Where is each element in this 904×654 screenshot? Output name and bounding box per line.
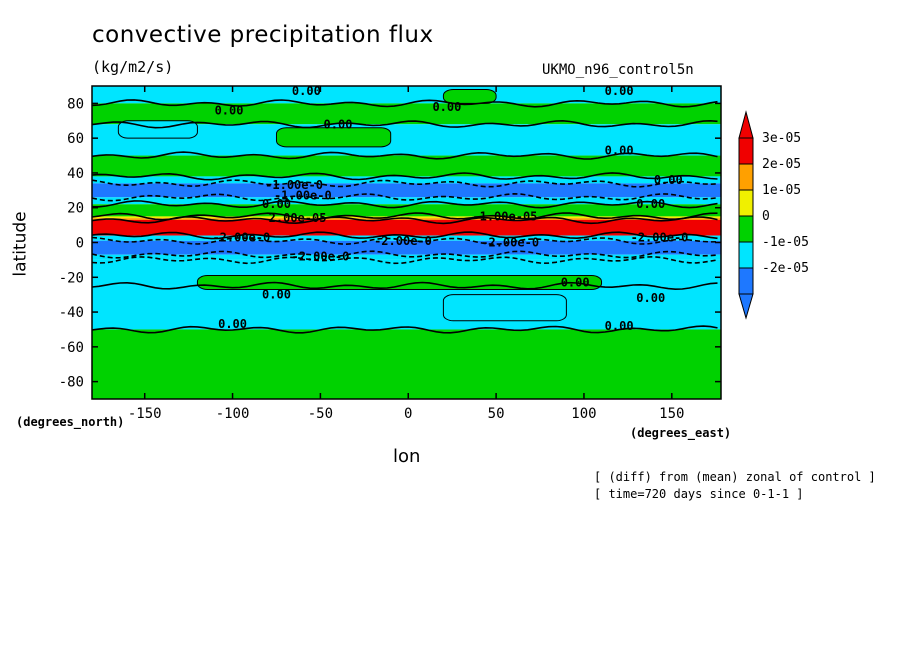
y-tick-label-3: -20 [59,270,84,286]
patch-1 [275,127,392,148]
x-tick-label-5: 100 [571,406,596,422]
y-tick-label-0: -80 [59,375,84,391]
x-axis-label: lon [393,446,421,467]
y-tick-label-8: 80 [67,96,84,112]
band-15 [92,285,721,330]
colorbar-label-3: 1e-05 [762,183,801,198]
contour-label-10: 0.00 [636,197,665,211]
contour-label-2: 0.00 [432,100,461,114]
y-units-label: (degrees_north) [16,415,125,429]
band-10 [92,219,721,236]
contour-line-7 [92,212,718,221]
contour-label-7: -1.00e-0 [265,178,323,192]
x-tick-label-0: -150 [128,406,162,422]
contour-line-12 [92,255,718,265]
plot-area: 0.000.00 0.000.000.000.000.00-1.00e-0-1.0… [92,84,721,399]
band-3 [92,155,721,177]
colorbar-label-2: 0 [762,209,770,224]
y-axis-label: latitude [10,211,31,277]
contour-line-8 [92,215,718,225]
x-tick-label-2: -50 [308,406,333,422]
band-0 [92,86,721,104]
band-11 [92,235,721,241]
patch-4 [442,294,567,322]
contour-label-12: 2.00e-05 [269,211,327,225]
contour-label-3: 0.00 [605,84,634,98]
x-tick-label-6: 150 [659,406,684,422]
contour-label-19: 0.00 [262,288,291,302]
contour-label-5: 0.00 [605,143,634,157]
colorbar-segment-0 [738,267,754,295]
band-16 [92,329,721,399]
y-tick-label-7: 60 [67,131,84,147]
colorbar-segment-5 [738,137,754,165]
band-9 [92,218,721,220]
axis-ticks: -150 -100 -50 0 50 100 150 -80 -60 -40 -20 0 20 40 60 8… [59,86,721,422]
band-6 [92,197,721,205]
x-units-label: (degrees_east) [630,426,732,440]
chart-title: convective precipitation flux [92,22,434,48]
x-tick-label-4: 50 [488,406,505,422]
y-tick-label-1: -60 [59,340,84,356]
contour-label-21: 0.00 [218,317,247,331]
colorbar-label-4: 2e-05 [762,157,801,172]
run-label: UKMO_n96_control5n [542,62,694,78]
band-12 [92,240,721,255]
band-13 [92,254,721,260]
y-tick-label-2: -40 [59,305,84,321]
contour-label-22: 0.00 [605,319,634,333]
colorbar-label-0: -2e-05 [762,261,809,276]
colorbar-segment-1 [738,241,754,269]
band-4 [92,176,721,184]
contour-label-15: -2.00e-0 [481,236,539,250]
colorbar-label-1: -1e-05 [762,235,809,250]
colorbar-segment-2 [738,215,754,243]
contour-label-9: 0.00 [262,197,291,211]
contour-line-11 [92,250,718,259]
contour-label-6: 0.00 [654,173,683,187]
note-line-2: [ time=720 days since 0-1-1 ] [594,487,804,501]
contour-line-5 [92,192,718,202]
contour-label-20: 0.00 [636,291,665,305]
contour-line-10 [92,236,718,246]
y-tick-label-4: 0 [76,236,84,252]
contour-label-14: -2.00e-0 [374,234,432,248]
contour-label-18: 0.00 [561,275,590,289]
contour-label-4: 0.00 [324,117,353,131]
contour-label-11: -1.00e-05 [472,209,537,223]
contour-line-6 [92,200,718,209]
contour-line-4 [92,179,718,188]
contour-line-0 [92,99,718,108]
colorbar-min-arrow [738,293,754,320]
contour-label-16: -2.00e-0 [631,230,689,244]
colorbar-max-arrow [738,110,754,139]
colorbar-segment-4 [738,163,754,191]
contour-line-3 [92,172,718,181]
colorbar-label-5: 3e-05 [762,131,801,146]
contour-line-14 [92,325,718,334]
band-1 [92,103,721,125]
colorbar-segment-3 [738,189,754,217]
units-label: (kg/m2/s) [92,58,174,76]
note-line-1: [ (diff) from (mean) zonal of control ] [594,470,876,484]
contour-line-9 [92,231,718,240]
contour-label-1: 0.00 [215,103,244,117]
contour-label-13: -2.00e-0 [212,230,270,244]
band-5 [92,183,721,198]
y-tick-label-5: 20 [67,201,84,217]
contour-line-1 [92,119,718,129]
contour-line-13 [92,281,718,291]
x-tick-label-1: -100 [216,406,250,422]
contour-label-17: -2.00e-0 [292,249,350,263]
contour-line-2 [92,151,718,160]
colorbar: -2e-05 -1e-05 0 1e-05 2e-05 3e-05 [738,110,809,320]
y-tick-label-6: 40 [67,166,84,182]
contour-label-8: -1.00e-0 [274,189,332,203]
x-tick-label-3: 0 [404,406,412,422]
band-8 [92,216,721,219]
contour-label-0: 0.00 [292,84,321,98]
patch-2 [442,88,497,104]
